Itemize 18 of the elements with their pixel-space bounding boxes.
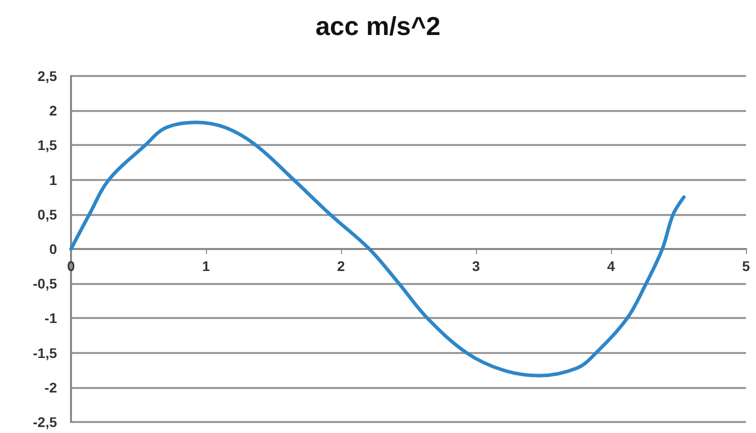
line-series <box>69 120 686 378</box>
chart-title: acc m/s^2 <box>315 11 441 41</box>
y-tick-label: -2 <box>44 379 58 396</box>
x-tick-label: 1 <box>202 258 210 274</box>
y-tick-label: -2,5 <box>32 414 58 430</box>
y-tick-label: -1 <box>44 310 58 326</box>
x-tick-label: 2 <box>337 258 346 274</box>
y-tick-label: 2,5 <box>38 68 58 84</box>
x-tick-label: 5 <box>742 258 750 274</box>
y-tick-label: 1 <box>49 172 58 188</box>
y-tick-label: 2 <box>49 102 58 119</box>
x-tick-label: 3 <box>472 258 480 274</box>
y-tick-label: 0,5 <box>38 206 58 222</box>
y-tick-label: -1,5 <box>32 344 58 361</box>
x-tick-label: 4 <box>607 258 616 274</box>
y-tick-label: -0,5 <box>32 276 58 292</box>
y-tick-label: 0 <box>49 241 58 257</box>
y-tick-label: 1,5 <box>38 137 58 154</box>
